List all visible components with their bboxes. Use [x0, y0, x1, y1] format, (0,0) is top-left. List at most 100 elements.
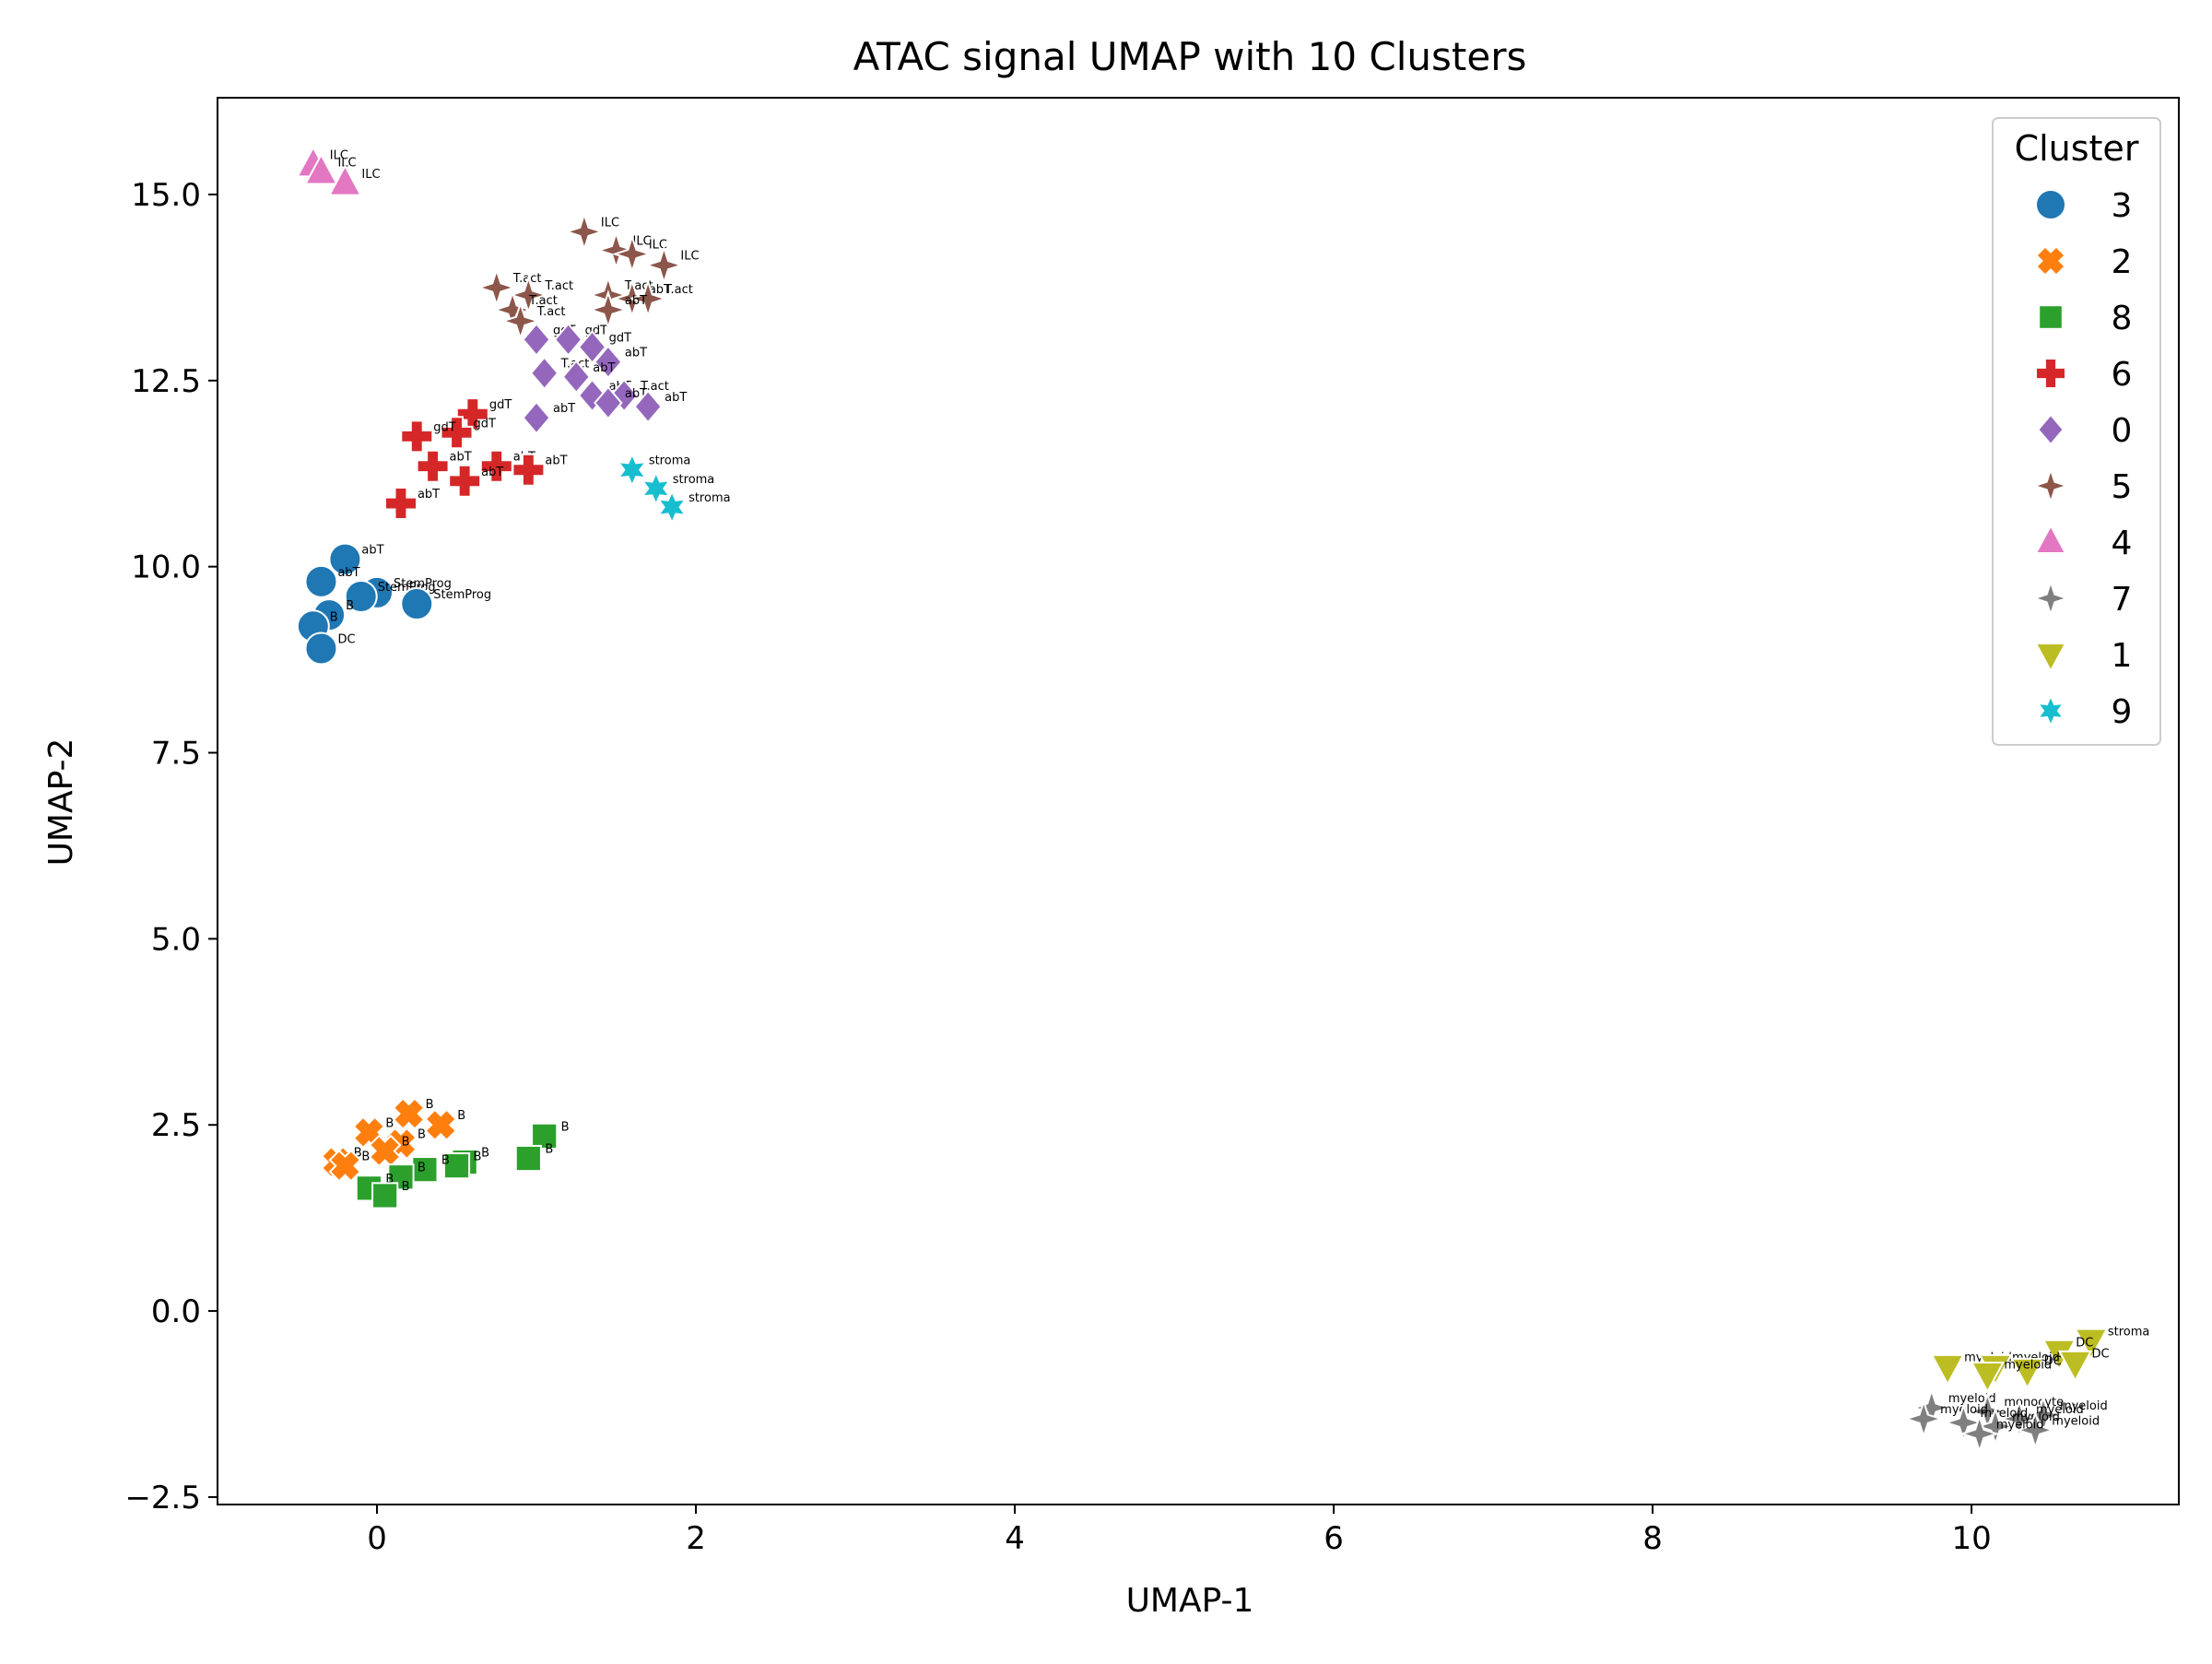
data-point — [400, 419, 434, 454]
legend-marker — [2034, 524, 2067, 554]
point-label: ILC — [337, 157, 356, 171]
x-tick-label: 6 — [1324, 1520, 1344, 1557]
x-tick-label: 10 — [1951, 1520, 1991, 1557]
point-label: ILC — [680, 250, 699, 264]
legend-marker — [2035, 189, 2066, 220]
y-axis-label: UMAP-2 — [42, 738, 80, 867]
point-label: B — [457, 1109, 465, 1123]
point-label: gdT — [474, 417, 497, 431]
legend-marker — [2038, 304, 2064, 330]
point-label: gdT — [433, 420, 456, 434]
point-label: T.act — [528, 294, 558, 308]
legend-marker — [2037, 413, 2065, 446]
legend-title: Cluster — [2015, 128, 2139, 169]
point-label: abT — [625, 294, 647, 308]
point-label: gdT — [489, 398, 512, 412]
series-cluster-7: myeloid monocytemyeloidmyeloidmyeloidmyel… — [1903, 1387, 2108, 1455]
point-label: ILC — [361, 168, 380, 182]
data-point — [1975, 1406, 2016, 1447]
point-label: stroma — [649, 454, 691, 468]
data-point — [368, 1134, 402, 1168]
x-axis-label: UMAP-1 — [1126, 1582, 1254, 1620]
data-point — [303, 152, 339, 185]
data-point — [594, 385, 623, 420]
data-point — [1943, 1402, 1984, 1444]
data-point — [384, 487, 418, 520]
legend-label: 0 — [2112, 412, 2133, 450]
data-point — [508, 275, 549, 315]
x-tick-label: 0 — [367, 1520, 387, 1557]
point-label: T.act — [640, 380, 669, 394]
legend-marker — [2031, 466, 2070, 505]
point-label: T.act — [544, 279, 573, 293]
chart-title: ATAC signal UMAP with 10 Clusters — [853, 34, 1527, 79]
x-tick-label: 2 — [686, 1520, 706, 1557]
data-point — [2009, 1357, 2045, 1390]
data-point — [400, 587, 434, 621]
data-point — [304, 564, 338, 598]
plot-frame — [217, 97, 2180, 1505]
point-label: B — [426, 1098, 434, 1112]
data-point — [512, 453, 546, 487]
y-tick-label: 15.0 — [131, 177, 201, 214]
data-point — [344, 579, 378, 613]
point-label: myeloid — [2004, 1359, 2052, 1373]
data-point — [1903, 1398, 1945, 1440]
data-point — [1930, 1353, 1965, 1387]
data-point — [476, 266, 517, 308]
y-tick-label: −2.5 — [124, 1480, 201, 1516]
point-label: B — [402, 1135, 410, 1149]
point-label: abT — [625, 347, 647, 360]
legend-label: 5 — [2112, 468, 2133, 506]
data-point — [563, 211, 605, 253]
legend-label: 1 — [2112, 637, 2133, 675]
data-point — [1970, 1361, 2006, 1394]
data-point — [304, 631, 338, 666]
data-point — [440, 416, 474, 450]
point-label: B — [561, 1120, 570, 1134]
point-label: StemProg — [394, 577, 452, 591]
data-point — [328, 542, 362, 576]
legend-label: 9 — [2112, 693, 2133, 731]
data-point — [328, 1149, 362, 1183]
legend-label: 6 — [2112, 356, 2133, 394]
point-label: gdT — [609, 331, 632, 345]
data-point — [616, 452, 648, 489]
point-label: ILC — [649, 239, 667, 253]
series-cluster-1: stromaDCDCmyeloidmyeloidDCmyeloid — [1930, 1325, 2149, 1394]
legend-marker — [2034, 643, 2067, 673]
point-label: B — [402, 1180, 410, 1194]
point-label: abT — [545, 454, 567, 468]
point-label: myeloid — [2052, 1414, 2100, 1428]
point-label: B — [330, 610, 338, 624]
legend-label: 7 — [2112, 581, 2133, 619]
data-point — [577, 329, 607, 365]
data-point — [1959, 1413, 2000, 1455]
point-label: myeloid — [2060, 1399, 2108, 1413]
legend-label: 8 — [2112, 300, 2133, 337]
point-label: T.act — [664, 283, 693, 297]
data-point — [479, 449, 513, 483]
point-label: myeloid — [1996, 1418, 2044, 1432]
legend-marker — [2031, 579, 2070, 618]
point-label: B — [354, 1147, 362, 1161]
point-label: B — [418, 1162, 426, 1175]
legend-frame — [1992, 117, 2161, 746]
data-point — [416, 449, 450, 483]
point-label: abT — [337, 566, 359, 580]
point-label: B — [385, 1173, 394, 1186]
series-cluster-5: ILCILCILCILCT.actT.actT.actabTT.actT.act… — [476, 211, 700, 342]
data-point — [609, 378, 639, 413]
data-point — [424, 1108, 458, 1142]
legend-marker — [2035, 693, 2066, 728]
data-point — [2074, 1328, 2109, 1361]
data-point — [522, 400, 551, 435]
point-label: StemProg — [433, 588, 491, 602]
data-point — [455, 397, 489, 431]
y-tick-label: 0.0 — [151, 1293, 201, 1330]
